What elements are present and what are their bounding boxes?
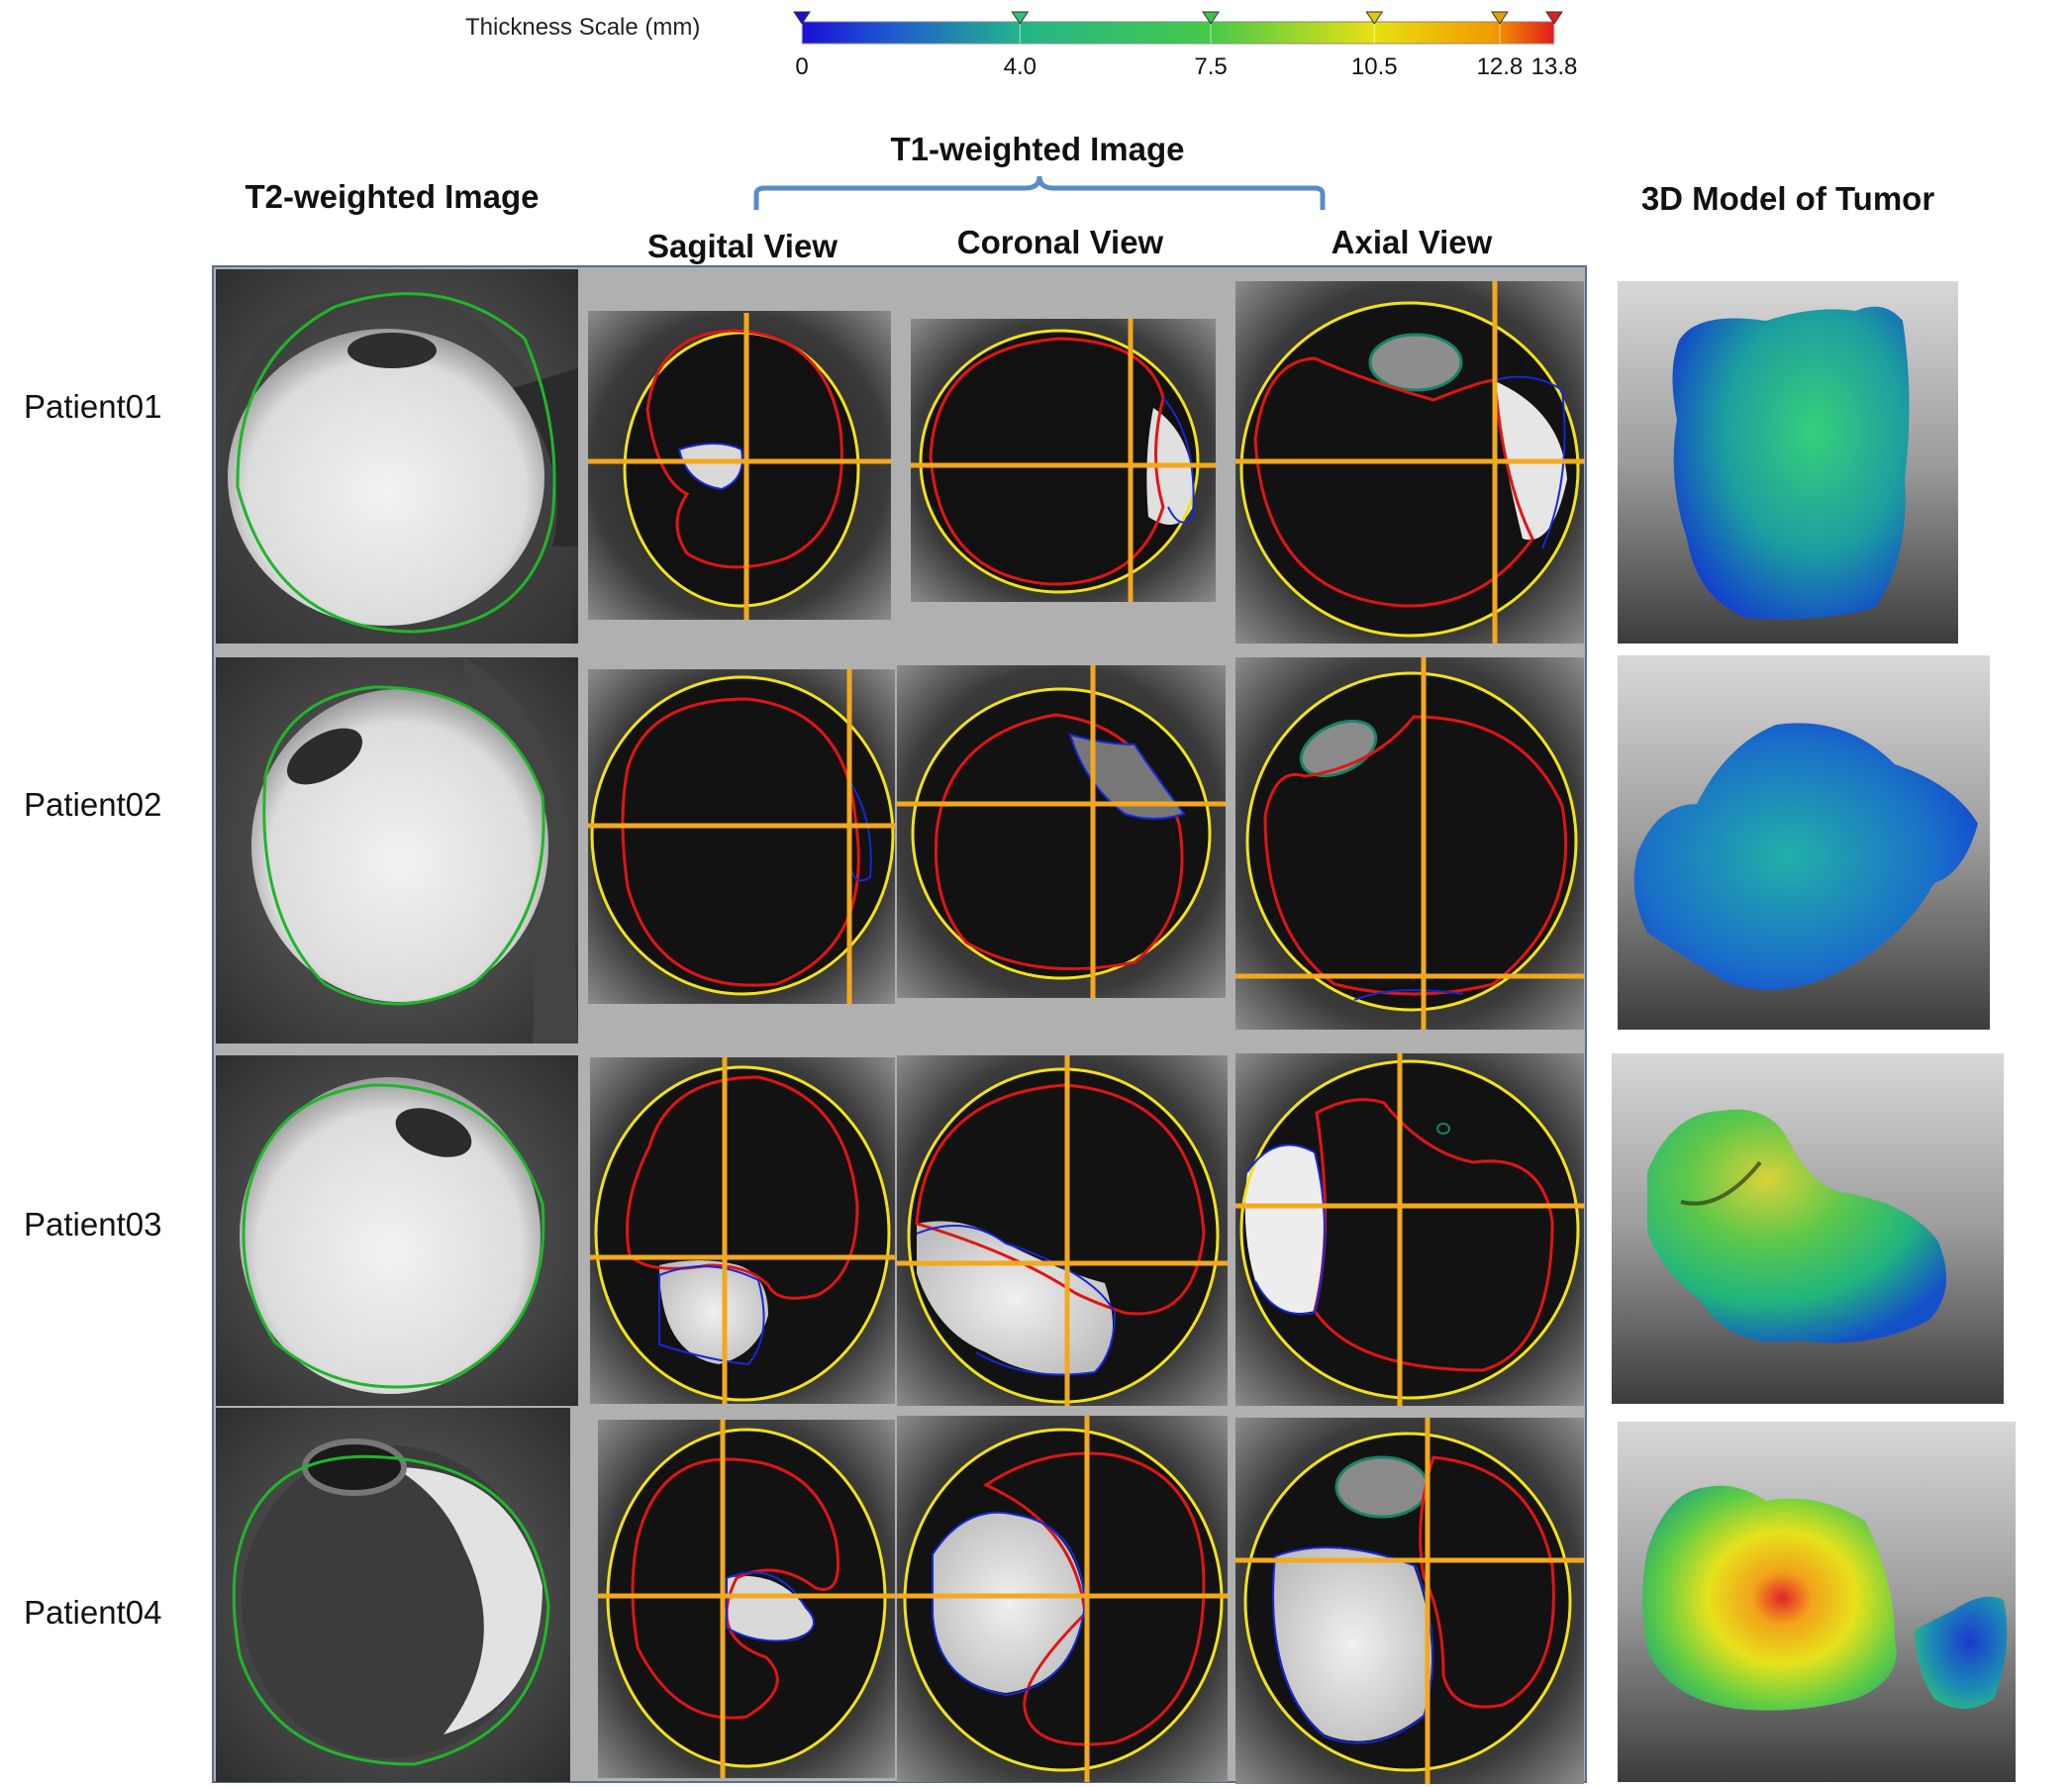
patient-label-04: Patient04 xyxy=(24,1594,162,1631)
coronal-view-patient01 xyxy=(911,319,1216,602)
colorbar-tick-label: 0 xyxy=(795,53,809,80)
axial-view-patient04 xyxy=(1235,1418,1584,1784)
sagital-view-patient01 xyxy=(588,311,891,620)
tumor-model-patient02 xyxy=(1618,655,1990,1030)
axial-view-patient02 xyxy=(1235,657,1584,1030)
colorbar-marker xyxy=(793,11,811,25)
colorbar-tick-label: 7.5 xyxy=(1194,53,1228,80)
colorbar-marker xyxy=(1202,11,1220,25)
t1-header: T1-weighted Image xyxy=(890,131,1185,167)
patient-label-01: Patient01 xyxy=(24,388,162,425)
t2-image-patient03 xyxy=(216,1055,578,1406)
coronal-view-patient02 xyxy=(897,665,1226,998)
colorbar-marker xyxy=(1011,11,1030,25)
patient-label-03: Patient03 xyxy=(24,1206,162,1242)
sagital-view-patient02 xyxy=(588,669,895,1004)
coronal-header: Coronal View xyxy=(956,224,1164,260)
colorbar-marker xyxy=(1490,11,1509,25)
model-header: 3D Model of Tumor xyxy=(1640,180,1935,217)
t2-header: T2-weighted Image xyxy=(245,178,540,215)
colorbar-tick-label: 4.0 xyxy=(1003,53,1036,80)
t1-bracket xyxy=(753,175,1326,210)
coronal-view-patient04 xyxy=(897,1416,1228,1782)
axial-view-patient03 xyxy=(1235,1053,1584,1406)
tumor-model-patient01 xyxy=(1618,281,1958,644)
colorbar-title: Thickness Scale (mm) xyxy=(465,14,701,41)
colorbar-tick-label: 12.8 xyxy=(1476,53,1524,80)
t2-image-patient02 xyxy=(216,657,578,1043)
patient-label-02: Patient02 xyxy=(24,786,162,823)
colorbar-tick-label: 10.5 xyxy=(1350,53,1398,80)
coronal-view-patient03 xyxy=(897,1055,1228,1406)
sagital-header: Sagital View xyxy=(647,228,838,264)
colorbar-marker xyxy=(1365,11,1384,25)
t2-image-patient01 xyxy=(216,269,578,644)
colorbar xyxy=(793,11,1563,45)
tumor-model-patient04 xyxy=(1618,1422,2016,1782)
sagital-view-patient04 xyxy=(598,1420,895,1778)
colorbar-tick-label: 13.8 xyxy=(1530,53,1578,80)
axial-view-patient01 xyxy=(1235,281,1584,644)
t2-image-patient04 xyxy=(216,1408,570,1782)
tumor-model-patient03 xyxy=(1612,1053,2004,1404)
sagital-view-patient03 xyxy=(590,1057,895,1404)
colorbar-marker xyxy=(1545,11,1563,25)
axial-header: Axial View xyxy=(1331,224,1493,260)
